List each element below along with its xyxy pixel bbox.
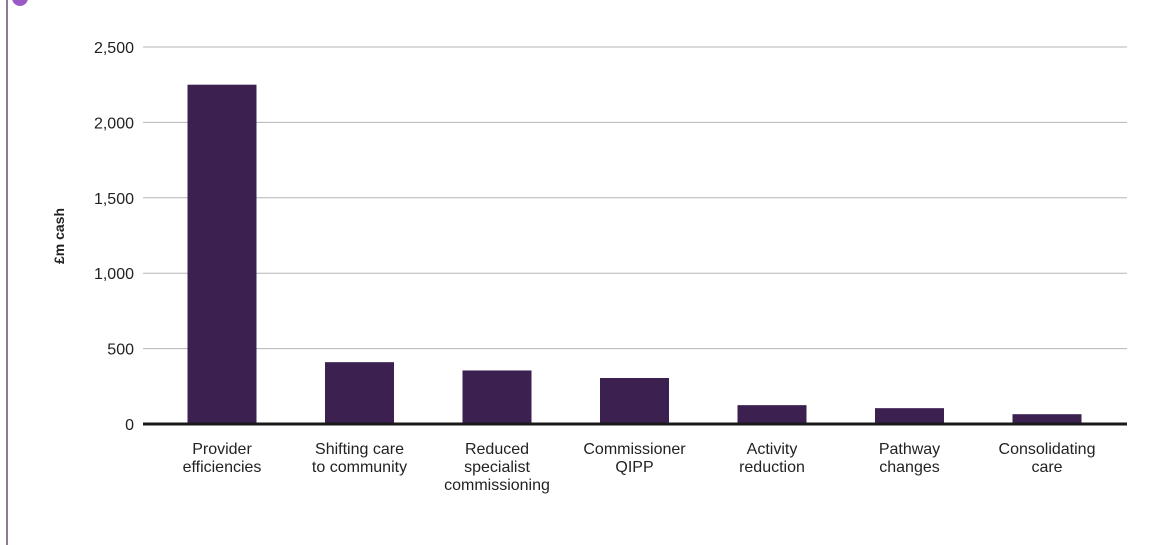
bars-layer xyxy=(187,84,1082,424)
bar xyxy=(325,362,394,424)
y-tick-label: 2,500 xyxy=(94,40,134,57)
x-category-label: Provider efficiencies xyxy=(183,441,262,476)
bar xyxy=(462,370,532,424)
x-category-label-line: reduction xyxy=(739,459,805,476)
x-category-label-line: care xyxy=(1031,459,1062,476)
x-category-label-line: Provider xyxy=(192,441,252,458)
x-category-label: Reduced specialist commissioning xyxy=(444,441,550,494)
grid-layer xyxy=(143,46,1127,350)
figure-frame-line xyxy=(6,0,8,545)
x-category-label: Commissioner QIPP xyxy=(583,441,686,476)
y-tick-label: 2,000 xyxy=(94,115,134,132)
bar xyxy=(875,408,944,424)
x-category-label-line: specialist xyxy=(464,459,530,476)
x-category-label-line: Shifting care xyxy=(315,441,404,458)
y-tick-label: 500 xyxy=(107,342,134,359)
x-category-label-line: Activity xyxy=(747,441,798,458)
x-category-label: Shifting care to community xyxy=(312,441,407,476)
bar xyxy=(187,84,257,424)
x-category-label: Consolidating care xyxy=(999,441,1096,476)
y-axis-title: £m cash xyxy=(51,208,67,264)
y-tick-labels: 0 500 1,000 1,500 2,000 2,500 xyxy=(94,40,134,434)
figure-marker-dot xyxy=(12,0,28,6)
x-category-label-line: to community xyxy=(312,459,407,476)
figure-title-strip xyxy=(12,0,28,8)
x-category-label-line: changes xyxy=(879,459,940,476)
y-tick-label: 1,500 xyxy=(94,191,134,208)
y-tick-label: 1,000 xyxy=(94,266,134,283)
x-category-label-line: efficiencies xyxy=(183,459,262,476)
x-category-labels: Provider efficiencies Shifting care to comm… xyxy=(183,441,1096,494)
x-category-label: Activity reduction xyxy=(739,441,805,476)
bar xyxy=(1012,414,1082,424)
x-category-label-line: Consolidating xyxy=(999,441,1096,458)
bar xyxy=(600,378,669,424)
x-category-label-line: Reduced xyxy=(465,441,529,458)
x-category-label-line: Commissioner xyxy=(583,441,686,458)
x-category-label-line: commissioning xyxy=(444,477,550,494)
y-tick-label: 0 xyxy=(125,417,134,434)
bar xyxy=(737,405,807,424)
x-category-label-line: QIPP xyxy=(615,459,653,476)
x-category-label: Pathway changes xyxy=(879,441,940,476)
x-category-label-line: Pathway xyxy=(879,441,940,458)
